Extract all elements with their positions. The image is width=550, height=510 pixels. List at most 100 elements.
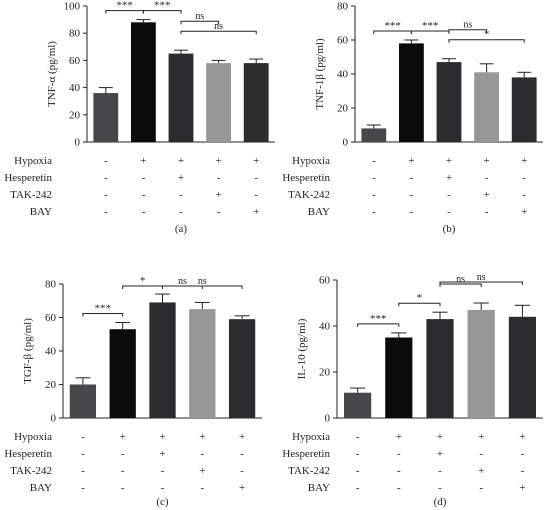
treatment-sign: - [410,189,414,201]
significance-bracket [357,323,400,327]
treatment-sign: - [81,465,85,477]
y-tick-label: 0 [343,137,349,149]
bar [436,62,462,142]
panel-label: (d) [434,496,447,508]
treatment-sign: + [178,172,184,184]
treatment-label-bay: BAY [308,482,330,494]
bar [467,309,495,418]
significance-bracket [142,10,182,14]
treatment-sign: + [215,189,221,201]
treatment-sign: - [438,482,442,494]
treatment-sign: - [200,448,204,460]
y-tick-label: 0 [51,413,57,425]
treatment-sign: + [478,431,484,443]
treatment-sign: - [179,206,183,218]
bar [168,53,194,142]
significance-label: ns [198,276,207,287]
treatment-sign: - [521,465,525,477]
y-axis-label: TGF-β (pg/ml) [22,318,34,384]
y-tick-label: 60 [337,35,349,47]
panel-label: (a) [175,223,188,235]
significance-bracket [448,29,488,33]
treatment-sign: + [253,155,259,167]
y-tick-label: 20 [45,379,57,391]
y-tick-label: 20 [319,367,331,379]
y-tick-label: 0 [75,137,81,149]
treatment-label-hesperetin: Hesperetin [282,448,330,460]
treatment-sign: - [240,448,244,460]
significance-bracket [180,30,257,35]
treatment-label-tak-242: TAK-242 [288,465,330,477]
treatment-sign: - [372,172,376,184]
treatment-sign: - [142,189,146,201]
treatment-sign: + [178,155,184,167]
y-tick-label: 100 [64,1,81,13]
significance-label: *** [370,313,387,325]
treatment-sign: - [356,431,360,443]
treatment-sign: - [179,189,183,201]
y-tick-label: 20 [69,109,81,121]
y-tick-label: 60 [69,55,81,67]
y-tick-label: 60 [45,312,57,324]
treatment-sign: - [81,448,85,460]
y-tick-label: 60 [319,275,331,287]
treatment-sign: + [396,431,402,443]
treatment-sign: + [446,155,452,167]
treatment-sign: - [447,189,451,201]
bar [228,319,256,418]
treatment-sign: - [522,189,526,201]
significance-bracket [162,285,243,289]
treatment-sign: + [159,448,165,460]
bar [398,43,424,142]
significance-label: * [140,275,146,287]
treatment-sign: - [410,172,414,184]
significance-label: * [417,292,423,304]
treatment-sign: - [397,482,401,494]
treatment-sign: - [397,448,401,460]
significance-bracket [439,283,482,287]
treatment-sign: - [104,189,108,201]
bar [206,63,232,143]
treatment-sign: - [485,206,489,218]
treatment-sign: - [522,172,526,184]
treatment-sign: + [239,482,245,494]
bar [149,302,176,418]
bar [130,22,156,142]
significance-label: *** [384,20,401,32]
significance-label: ns [456,274,465,285]
treatment-sign: - [254,189,258,201]
treatment-label-bay: BAY [30,482,52,494]
treatment-sign: - [521,448,525,460]
treatment-sign: - [479,482,483,494]
significance-label: *** [116,0,133,12]
treatment-sign: - [217,172,221,184]
y-tick-label: 40 [69,82,81,94]
treatment-sign: - [254,172,258,184]
treatment-sign: - [142,206,146,218]
bar [508,316,536,418]
treatment-label-bay: BAY [308,206,330,218]
significance-bracket [398,302,441,307]
treatment-label-bay: BAY [30,206,52,218]
treatment-sign: - [121,448,125,460]
treatment-sign: - [121,465,125,477]
treatment-sign: - [104,206,108,218]
treatment-sign: - [356,482,360,494]
bar [361,128,387,142]
treatment-sign: - [372,155,376,167]
y-tick-label: 40 [45,346,57,358]
treatment-sign: + [215,155,221,167]
bar [426,319,454,418]
y-axis-label: IL-10 (pg/ml) [296,318,308,379]
significance-bracket [180,20,220,25]
y-axis-label: TNF-1β (pg/ml) [314,38,326,110]
y-axis-label: TNF-α (pg/ml) [46,41,58,107]
treatment-label-tak-242: TAK-242 [10,465,52,477]
treatment-sign: + [120,431,126,443]
bar [474,72,500,142]
treatment-sign: - [104,155,108,167]
treatment-label-hypoxia: Hypoxia [292,431,330,443]
